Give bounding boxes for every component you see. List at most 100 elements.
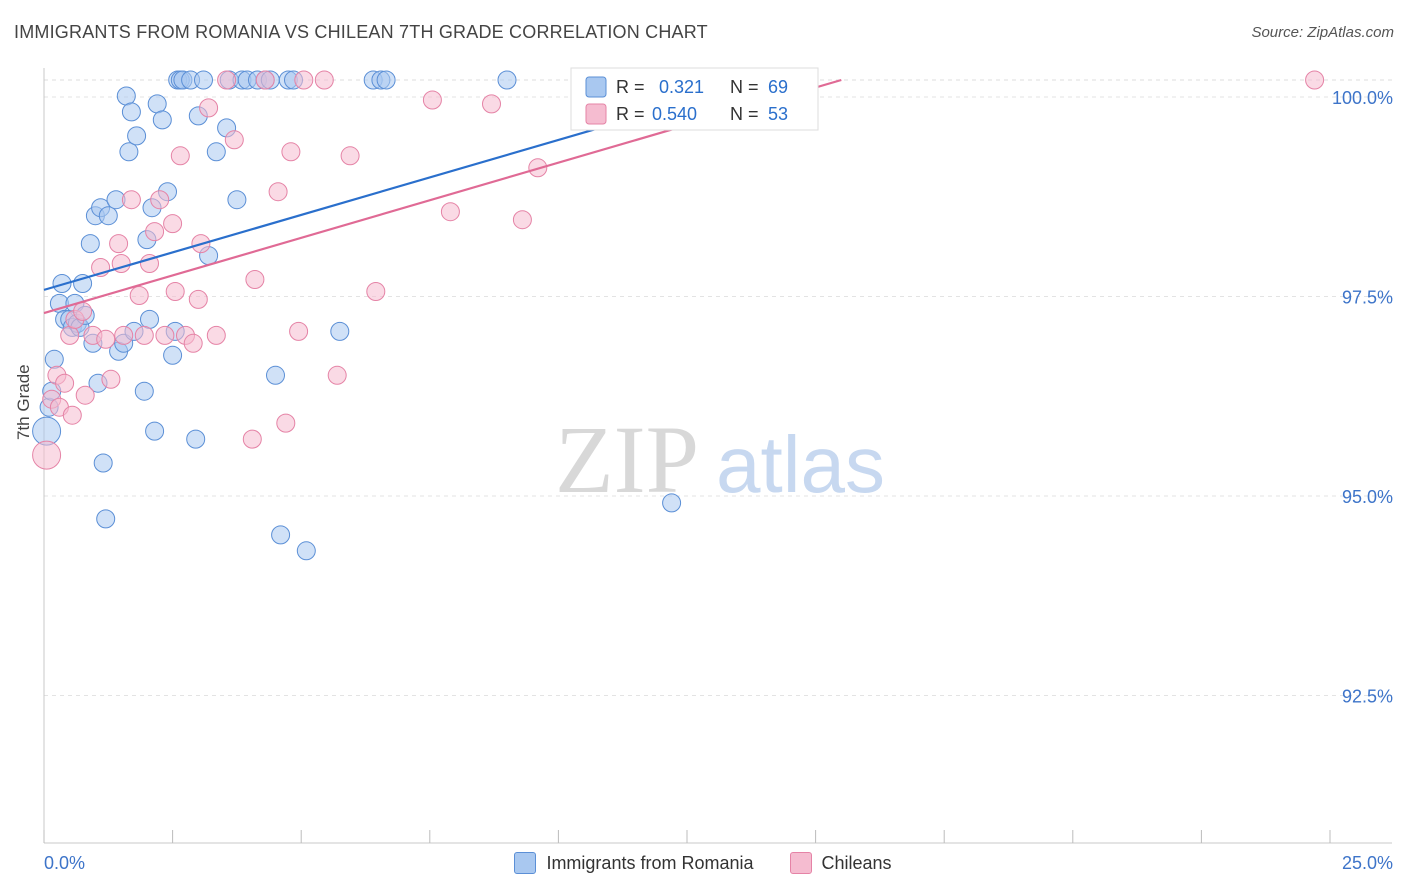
romania-point [206,142,226,162]
legend-bottom: Immigrants from Romania Chileans [0,852,1406,874]
romania-point [194,70,213,90]
chart-title: IMMIGRANTS FROM ROMANIA VS CHILEAN 7TH G… [14,22,708,42]
legend-n-value: 53 [768,104,788,124]
data-points [32,70,1325,561]
chileans-point [183,333,203,353]
chileans-point [114,325,134,345]
chileans-point [62,405,82,425]
chileans-point [1305,70,1325,90]
chileans-point [55,373,75,393]
chileans-point [440,202,460,222]
romania-point [140,309,159,329]
chileans-point [366,282,386,301]
legend-swatch-chileans [789,852,812,874]
romania-point [227,190,247,210]
legend-box [570,67,819,131]
legend-swatch-romania [585,76,607,98]
chileans-point [512,210,532,230]
romania-point [80,234,100,254]
romania-point [330,321,350,341]
legend-label-chileans: Chileans [821,852,892,873]
chileans-point [150,190,170,210]
chileans-point [206,325,226,345]
chileans-point [109,234,129,254]
chileans-point [73,301,93,321]
chileans-point [60,325,80,345]
chileans-point [422,90,442,110]
chileans-point [96,329,116,349]
chileans-point [289,321,309,341]
chart-source: Source: ZipAtlas.com [1251,24,1394,41]
watermark: ZIP atlas [555,406,885,513]
chileans-point [242,429,262,449]
romania-point [163,345,183,365]
chileans-point [281,142,301,162]
romania-point [662,493,682,513]
chileans-point [224,130,244,150]
legend-n-label: N = [730,104,759,124]
chileans-point [327,365,347,385]
watermark-atlas: atlas [716,420,885,509]
legend-r-label: R = [616,104,645,124]
tick-labels: 100.0% 97.5% 95.0% 92.5% 0.0% 25.0% [44,88,1393,873]
x-tick-label-min: 0.0% [44,853,85,873]
legend-item-chileans[interactable]: Chileans [789,852,892,874]
y-tick-label: 92.5% [1342,687,1393,707]
legend-swatch-romania [514,852,537,874]
romania-point [186,429,206,449]
chileans-point [268,182,288,202]
romania-point [145,421,165,441]
legend-n-label: N = [730,77,759,97]
legend-swatch-chileans [585,103,607,125]
gridlines [44,79,1392,696]
y-tick-label: 95.0% [1342,487,1393,507]
romania-point [152,110,172,130]
romania-point [376,70,396,90]
chileans-point [245,270,265,289]
chileans-point [121,190,141,210]
legend-top: R = 0.321 N = 69 R = 0.540 N = 53 [570,67,819,131]
chileans-point [314,70,334,90]
chileans-point [145,222,165,242]
chileans-point [155,325,175,345]
romania-point [121,102,141,122]
chileans-point [165,282,185,301]
romania-point [147,94,167,114]
chileans-point [255,70,275,90]
chileans-point [340,146,360,166]
romania-point [127,126,147,146]
romania-point [98,206,118,226]
legend-item-romania[interactable]: Immigrants from Romania [514,852,754,874]
legend-r-value: 0.321 [659,77,704,97]
chileans-point [217,70,237,90]
romania-point [134,381,154,401]
chileans-point [32,440,62,470]
chileans-point [294,70,314,90]
y-tick-label: 100.0% [1332,88,1393,108]
chileans-point [188,289,208,309]
chileans-point [134,325,154,345]
x-tick-label-max: 25.0% [1342,853,1393,873]
romania-point [116,86,136,106]
romania-point [497,70,517,90]
legend-n-value: 69 [768,77,788,97]
chileans-point [101,369,121,389]
chileans-point [199,98,219,118]
chileans-point [140,254,159,273]
romania-point [266,365,285,385]
legend-label-romania: Immigrants from Romania [546,852,754,873]
chileans-point [129,286,149,305]
chileans-point [482,94,501,114]
romania-point [44,349,64,369]
romania-point [93,453,113,473]
romania-point [96,509,116,529]
legend-r-value: 0.540 [652,104,697,124]
y-tick-label: 97.5% [1342,288,1393,308]
chileans-point [170,146,190,166]
romania-point [296,541,316,561]
legend-r-label: R = [616,77,645,97]
romania-point [119,142,139,162]
chileans-point [75,385,95,405]
romania-point [271,525,291,545]
chileans-point [163,214,183,234]
